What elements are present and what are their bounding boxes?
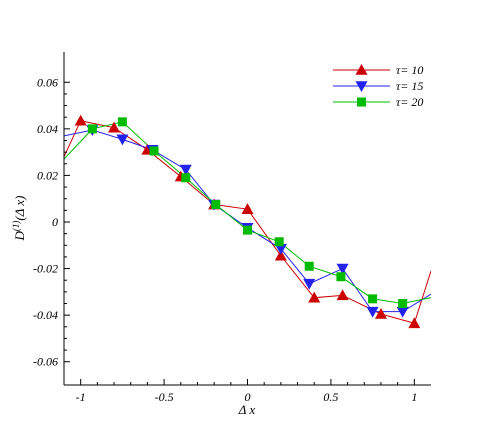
x-tick-label: 1 xyxy=(411,390,417,404)
data-point-series-3 xyxy=(149,146,159,156)
series-line-1 xyxy=(64,120,431,324)
data-point-series-3 xyxy=(398,298,408,308)
legend-marker xyxy=(355,64,368,75)
data-point-series-2 xyxy=(303,278,316,290)
x-tick-label: 0.5 xyxy=(323,390,338,404)
legend-marker xyxy=(355,81,368,92)
y-tick-label: -0.04 xyxy=(33,308,58,322)
legend-label: τ= 20 xyxy=(396,95,423,109)
x-tick-label: 0 xyxy=(245,390,251,404)
data-point-series-3 xyxy=(87,124,97,134)
legend-label: τ= 15 xyxy=(396,79,423,93)
y-axis-label-superscript: (1) xyxy=(11,221,21,232)
y-axis-label: D(1)(Δ x) xyxy=(11,196,27,242)
series-line-2 xyxy=(64,129,431,313)
legend-label: τ= 10 xyxy=(396,63,423,77)
legend-entry-1: τ= 10 xyxy=(333,63,423,77)
tick-layer: -1 -0.5 0 0.5 1 -0.06 -0.04 -0.02 0 0.02 0.04 0.06 xyxy=(33,75,417,404)
data-point-series-3 xyxy=(274,237,284,247)
data-point-series-1 xyxy=(108,121,121,133)
y-axis-label-argument: (Δ x) xyxy=(12,196,27,221)
y-tick-label: 0.04 xyxy=(37,122,58,136)
svg-text:D(1)(Δ x): D(1)(Δ x) xyxy=(11,196,27,242)
legend-entry-3: τ= 20 xyxy=(333,95,423,109)
data-point-series-3 xyxy=(211,200,221,210)
x-tick-label: -1 xyxy=(76,390,86,404)
data-point-series-2 xyxy=(116,134,129,146)
data-point-series-3 xyxy=(243,225,252,235)
y-axis-label-main: D xyxy=(12,230,27,241)
data-point-series-3 xyxy=(181,173,191,183)
x-axis-label: Δ x xyxy=(238,402,256,417)
y-tick-label: 0.02 xyxy=(37,168,58,182)
legend-entry-2: τ= 15 xyxy=(333,79,423,93)
data-point-series-1 xyxy=(408,317,421,329)
data-point-series-1 xyxy=(74,114,87,126)
data-point-series-2 xyxy=(396,306,409,318)
data-point-series-2 xyxy=(366,306,379,318)
data-point-series-2 xyxy=(179,164,192,176)
data-point-series-3 xyxy=(336,272,346,282)
data-point-series-1 xyxy=(241,203,254,214)
legend: τ= 10 τ= 15 τ= 20 xyxy=(333,63,423,109)
x-tick-label: -0.5 xyxy=(155,390,174,404)
y-tick-label: 0 xyxy=(52,215,58,229)
marker-layer xyxy=(74,114,421,329)
data-point-series-2 xyxy=(336,263,349,275)
y-tick-label: 0.06 xyxy=(37,75,58,89)
data-point-series-1 xyxy=(374,307,387,319)
data-point-series-3 xyxy=(117,117,127,127)
series-layer xyxy=(64,120,431,324)
data-point-series-1 xyxy=(274,249,287,261)
y-tick-label: -0.02 xyxy=(33,262,58,276)
data-point-series-1 xyxy=(336,289,349,301)
data-point-series-2 xyxy=(274,243,287,255)
data-point-series-3 xyxy=(304,261,314,271)
y-tick-label: -0.06 xyxy=(33,355,58,369)
data-point-series-1 xyxy=(308,291,321,303)
legend-marker xyxy=(357,97,366,107)
data-point-series-3 xyxy=(368,294,378,304)
